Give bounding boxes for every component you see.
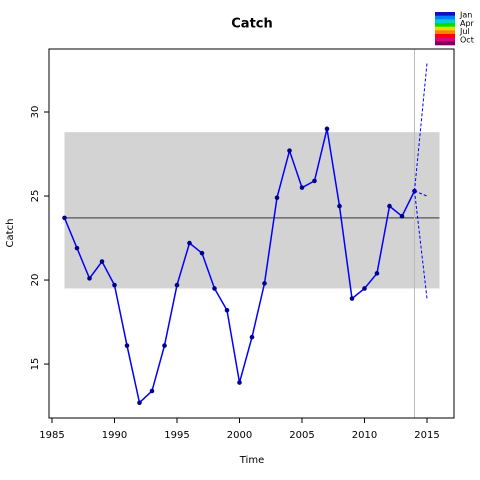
data-point	[149, 388, 155, 394]
x-tick-label: 2005	[289, 430, 314, 441]
x-tick-label: 2015	[414, 430, 439, 441]
data-point	[199, 250, 205, 256]
legend-swatch	[435, 26, 455, 31]
data-point	[337, 203, 342, 209]
x-axis-label: Time	[239, 455, 264, 466]
data-point	[274, 195, 280, 201]
y-tick-label: 30	[30, 106, 41, 119]
data-point	[187, 240, 192, 246]
y-axis-label: Catch	[5, 219, 16, 248]
legend-label: Jan	[459, 11, 472, 20]
legend-swatch	[435, 23, 455, 27]
data-point	[137, 400, 142, 406]
legend-swatch	[435, 34, 455, 38]
data-point	[399, 213, 405, 219]
legend-label: Oct	[460, 35, 474, 44]
data-point	[174, 282, 180, 288]
x-tick-label: 1990	[102, 430, 127, 441]
data-point	[387, 203, 392, 209]
forecast-line	[414, 190, 428, 197]
data-point	[87, 276, 92, 281]
forecast-line	[414, 63, 428, 192]
chart-title: Catch	[231, 17, 273, 32]
band	[64, 132, 440, 289]
legend-label: Jul	[459, 27, 470, 36]
data-point	[287, 148, 292, 153]
legend-swatch	[435, 19, 455, 24]
x-tick-label: 1995	[164, 430, 189, 441]
legend-swatch	[435, 12, 455, 16]
legend-label: Apr	[460, 19, 475, 28]
data-point	[237, 380, 242, 385]
x-tick-label: 1985	[39, 430, 64, 441]
y-tick-label: 25	[30, 190, 41, 203]
y-tick-label: 20	[30, 274, 41, 287]
data-point	[74, 245, 80, 251]
data-point	[312, 178, 317, 184]
data-point	[162, 343, 167, 348]
data-point	[374, 271, 380, 276]
x-tick-label: 2000	[227, 430, 252, 441]
data-point	[362, 286, 367, 291]
legend-swatch	[435, 41, 455, 46]
data-point	[124, 343, 130, 348]
plot-frame	[48, 48, 455, 419]
data-point	[62, 215, 67, 221]
data-point	[262, 281, 267, 286]
data-point	[99, 259, 105, 264]
data-point	[112, 282, 117, 288]
data-point	[324, 126, 330, 132]
x-tick-label: 2010	[352, 430, 377, 441]
data-point	[224, 307, 230, 313]
forecast-line	[414, 190, 428, 299]
data-point	[349, 296, 355, 301]
legend-swatch	[435, 37, 455, 42]
legend-swatch	[435, 15, 455, 20]
legend-swatch	[435, 30, 455, 35]
y-tick-label: 15	[30, 358, 41, 371]
data-point	[249, 334, 255, 340]
data-point	[212, 286, 217, 291]
data-point	[299, 185, 305, 190]
